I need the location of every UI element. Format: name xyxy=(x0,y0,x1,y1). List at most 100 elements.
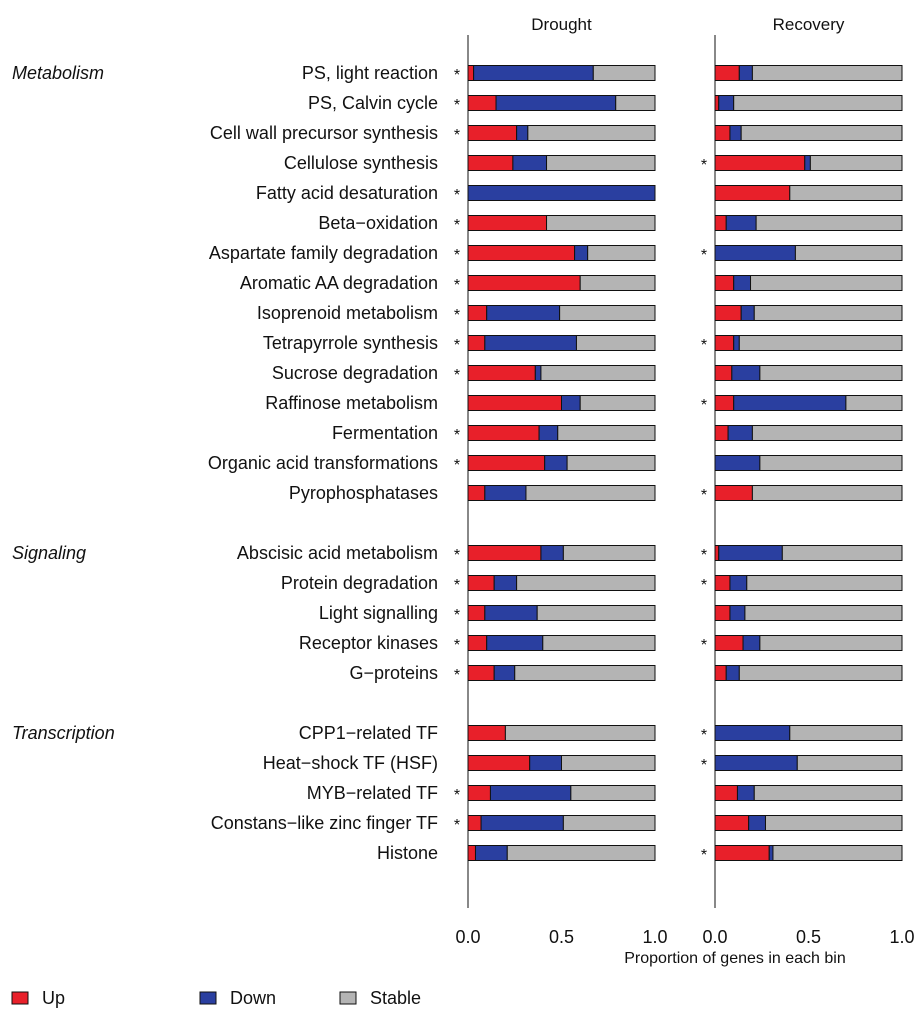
bar-up xyxy=(714,275,735,291)
row-label: Cellulose synthesis xyxy=(284,153,438,173)
bar-stable xyxy=(536,605,656,621)
significance-star: * xyxy=(454,277,460,294)
bar-down xyxy=(718,545,783,561)
bar-down xyxy=(493,575,518,591)
row-label: Organic acid transformations xyxy=(208,453,438,473)
x-tick-recovery-2: 1.0 xyxy=(889,927,914,947)
bar-stable xyxy=(579,275,656,291)
bar-stable xyxy=(733,95,903,111)
significance-star: * xyxy=(701,577,707,594)
row-label: Abscisic acid metabolism xyxy=(237,543,438,563)
bar-up xyxy=(467,65,475,81)
bar-down xyxy=(725,215,757,231)
bar-up xyxy=(714,605,731,621)
bar-up xyxy=(467,125,518,141)
bar-down xyxy=(718,95,735,111)
bar-down xyxy=(486,635,544,651)
row-label: Constans−like zinc finger TF xyxy=(211,813,438,833)
bar-stable xyxy=(746,575,903,591)
bar-down xyxy=(736,785,755,801)
row-label: MYB−related TF xyxy=(307,783,438,803)
bar-down xyxy=(489,785,572,801)
x-tick-drought-2: 1.0 xyxy=(642,927,667,947)
bar-down xyxy=(540,545,564,561)
significance-star: * xyxy=(454,667,460,684)
bar-stable xyxy=(562,815,656,831)
legend-label-down: Down xyxy=(230,988,276,1008)
bar-up xyxy=(714,665,727,681)
bar-up xyxy=(467,785,491,801)
bar-stable xyxy=(566,455,656,471)
significance-star: * xyxy=(701,847,707,864)
bar-down xyxy=(484,335,577,351)
bar-down xyxy=(467,185,656,201)
row-label: Raffinose metabolism xyxy=(265,393,438,413)
x-tick-recovery-1: 0.5 xyxy=(796,927,821,947)
significance-star: * xyxy=(701,157,707,174)
bar-down xyxy=(738,65,753,81)
row-labels: PS, light reaction PS, Calvin cycle Cell w… xyxy=(208,63,438,863)
row-label: G−proteins xyxy=(349,663,438,683)
bar-stable xyxy=(764,815,903,831)
row-label: Cell wall precursor synthesis xyxy=(210,123,438,143)
bar-stable xyxy=(514,665,656,681)
group-labels: Metabolism Signaling Transcription xyxy=(12,63,115,743)
bar-down xyxy=(740,305,755,321)
bar-stable xyxy=(570,785,656,801)
bar-down xyxy=(561,395,581,411)
bar-up xyxy=(467,155,514,171)
row-label: Beta−oxidation xyxy=(318,213,438,233)
group-label-0: Metabolism xyxy=(12,63,104,83)
bar-up xyxy=(467,725,506,741)
panel-title-drought: Drought xyxy=(531,15,592,34)
row-label: Pyrophosphatases xyxy=(289,483,438,503)
significance-star: * xyxy=(454,97,460,114)
bar-down xyxy=(733,335,740,351)
legend-swatch-down xyxy=(199,991,217,1005)
bar-up xyxy=(714,845,770,861)
bar-up xyxy=(467,635,488,651)
bar-up xyxy=(467,95,497,111)
bar-up xyxy=(467,485,486,501)
panel-recovery: Recovery 0.0 0.5 1.0 * * * * * * * * * * * xyxy=(701,15,915,947)
legend-item-stable: Stable xyxy=(339,988,421,1008)
significance-star: * xyxy=(454,337,460,354)
bar-up xyxy=(467,425,540,441)
bar-up xyxy=(467,665,495,681)
x-tick-drought-1: 0.5 xyxy=(549,927,574,947)
bar-up xyxy=(467,365,536,381)
bar-down xyxy=(529,755,563,771)
bar-down xyxy=(484,605,538,621)
bar-down xyxy=(574,245,589,261)
bar-up xyxy=(714,305,742,321)
bar-stable xyxy=(772,845,903,861)
row-label: Protein degradation xyxy=(281,573,438,593)
bar-stable xyxy=(738,665,903,681)
bar-down xyxy=(748,815,766,831)
bar-down xyxy=(512,155,548,171)
bar-down xyxy=(733,275,752,291)
bar-stable xyxy=(753,785,903,801)
significance-star: * xyxy=(454,547,460,564)
bar-stable xyxy=(527,125,656,141)
bar-stable xyxy=(592,65,656,81)
bar-stable xyxy=(755,215,903,231)
row-label: CPP1−related TF xyxy=(299,723,438,743)
row-label: Heat−shock TF (HSF) xyxy=(263,753,438,773)
bar-down xyxy=(516,125,529,141)
bar-stable xyxy=(789,725,903,741)
bar-down xyxy=(544,455,568,471)
bar-stable xyxy=(546,215,656,231)
bar-up xyxy=(714,335,735,351)
bar-down xyxy=(731,365,761,381)
bar-down xyxy=(493,665,516,681)
bar-up xyxy=(714,635,744,651)
significance-star: * xyxy=(454,187,460,204)
panel-drought: Drought 0.0 0.5 1.0 * * * * * * * * * * * * * * * * * * * xyxy=(454,15,668,947)
bar-down xyxy=(729,605,746,621)
bar-down xyxy=(727,425,753,441)
significance-star: * xyxy=(454,787,460,804)
significance-star: * xyxy=(701,757,707,774)
bar-up xyxy=(714,545,720,561)
